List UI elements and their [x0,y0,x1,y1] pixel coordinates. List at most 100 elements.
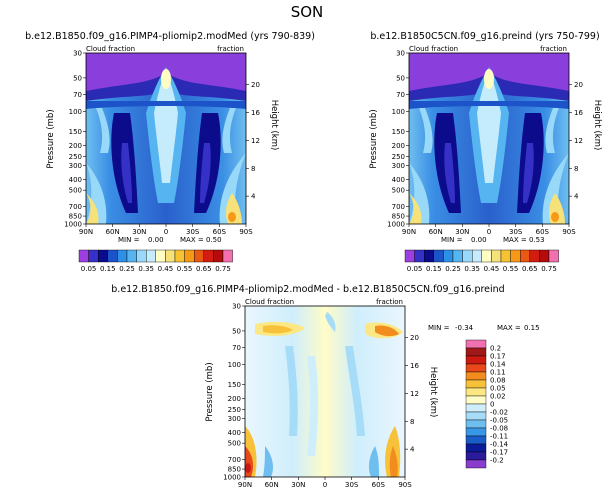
panel-left-ylabel-right: Height (km) [269,100,279,151]
panel-left: b.e12.B1850.f09_g16.PIMP4-pliomip2.modMe… [25,31,315,244]
top-colorbar-right: 0.05 0.15 0.25 0.35 0.45 0.55 0.65 0.75 [404,249,559,273]
colorbar-label: 0.45 [484,265,500,273]
colorbar-swatch [414,249,425,263]
diff-colorbar: 0.20.170.140.110.080.050.020-0.02-0.05-0… [465,339,509,469]
x-tick-label: 0 [487,228,491,236]
y-tick-label: 70 [396,91,405,99]
diff-colorbar-swatch [465,459,487,469]
colorbar-label: 0.35 [464,265,480,273]
colorbar-swatch [462,249,473,263]
panel-difference-min-label: MIN = [428,324,450,332]
panel-difference-ylabel-right: Height (km) [428,367,438,418]
colorbar-label: 0.15 [426,265,442,273]
colorbar-swatch [520,249,531,263]
colorbar-swatch [404,249,415,263]
height-tick-label: 16 [574,109,583,117]
panel-left-x-ticks: 90N 60N 30N 0 30S 60S 90S [79,224,253,236]
panel-right-contour-plot [409,53,569,224]
y-tick-label: 500 [69,187,82,195]
x-tick-label: 30S [345,481,359,489]
top-colorbar-left: 0.05 0.15 0.25 0.35 0.45 0.55 0.65 0.75 [78,249,233,273]
colorbar-label: 0.35 [138,265,154,273]
panel-difference-ylabel: Pressure (mb) [205,362,215,421]
y-tick-label: 100 [392,108,405,116]
height-tick-label: 4 [574,193,579,201]
x-tick-label: 30S [509,228,523,236]
x-tick-label: 30N [291,481,305,489]
height-tick-label: 8 [410,418,414,426]
y-tick-label: 50 [396,74,405,82]
panel-difference-max-label: MAX = [497,324,521,332]
panel-right-max-label: MAX = [503,236,527,244]
panel-difference: b.e12.B1850.f09_g16.PIMP4-pliomip2.modMe… [111,284,539,489]
x-tick-label: 60N [265,481,279,489]
y-tick-label: 850 [69,213,82,221]
panel-difference-min-value: -0.34 [455,324,474,332]
height-tick-label: 8 [574,165,578,173]
y-tick-label: 1000 [387,221,405,229]
diff-colorbar-label: 0.14 [490,361,506,369]
panel-right-max-value: 0.53 [529,236,545,244]
panel-right-title: b.e12.B1850C5CN.f09_g16.preind (yrs 750-… [370,31,599,42]
colorbar-swatch [165,249,176,263]
x-tick-label: 60N [106,228,120,236]
panel-difference-height-ticks: 20 16 12 8 4 [405,334,419,454]
x-tick-label: 30N [132,228,146,236]
colorbar-swatch [107,249,118,263]
colorbar-swatch [510,249,521,263]
colorbar-swatch [222,249,233,263]
panel-left-max-label: MAX = [180,236,204,244]
y-tick-label: 250 [228,406,241,414]
colorbar-swatch [472,249,483,263]
y-tick-label: 30 [73,50,82,58]
panel-difference-title: b.e12.B1850.f09_g16.PIMP4-pliomip2.modMe… [111,284,504,295]
panel-right: b.e12.B1850C5CN.f09_g16.preind (yrs 750-… [369,31,602,244]
panel-right-min-value: 0.00 [471,236,487,244]
y-tick-label: 700 [392,203,405,211]
panel-difference-contour-plot [245,306,405,477]
height-tick-label: 8 [251,165,255,173]
diff-colorbar-swatch [465,371,487,381]
y-tick-label: 500 [228,440,241,448]
height-tick-label: 16 [251,109,260,117]
y-tick-label: 300 [69,162,82,170]
y-tick-label: 50 [232,327,241,335]
colorbar-swatch [500,249,511,263]
y-tick-label: 30 [232,303,241,311]
height-tick-label: 20 [410,334,419,342]
y-tick-label: 300 [392,162,405,170]
colorbar-swatch [88,249,99,263]
diff-colorbar-swatch [465,347,487,357]
colorbar-swatch [529,249,540,263]
colorbar-swatch [424,249,435,263]
panel-right-x-ticks: 90N 60N 30N 0 30S 60S 90S [402,224,576,236]
diff-colorbar-swatch [465,435,487,445]
diff-colorbar-label: 0.2 [490,345,501,353]
diff-colorbar-label: 0.05 [490,385,506,393]
y-tick-label: 50 [73,74,82,82]
y-tick-label: 150 [228,381,241,389]
y-tick-label: 400 [228,429,241,437]
panel-right-ylabel: Pressure (mb) [369,109,379,168]
y-tick-label: 1000 [223,474,241,482]
x-tick-label: 90N [79,228,93,236]
y-tick-label: 850 [392,213,405,221]
x-tick-label: 90N [402,228,416,236]
y-tick-label: 150 [392,128,405,136]
panel-right-min-label: MIN = [441,236,463,244]
panel-difference-right-string: fraction [376,298,403,306]
diff-colorbar-swatch [465,451,487,461]
panel-left-ylabel: Pressure (mb) [46,109,56,168]
diff-colorbar-label: -0.14 [490,441,509,449]
x-tick-label: 90S [562,228,576,236]
height-tick-label: 4 [410,446,415,454]
x-tick-label: 30S [186,228,200,236]
colorbar-label: 0.75 [215,265,231,273]
x-tick-label: 90S [398,481,412,489]
x-tick-label: 60S [536,228,550,236]
panel-left-min-value: 0.00 [148,236,164,244]
y-tick-label: 100 [228,361,241,369]
diff-colorbar-swatch [465,387,487,397]
colorbar-swatch [203,249,214,263]
